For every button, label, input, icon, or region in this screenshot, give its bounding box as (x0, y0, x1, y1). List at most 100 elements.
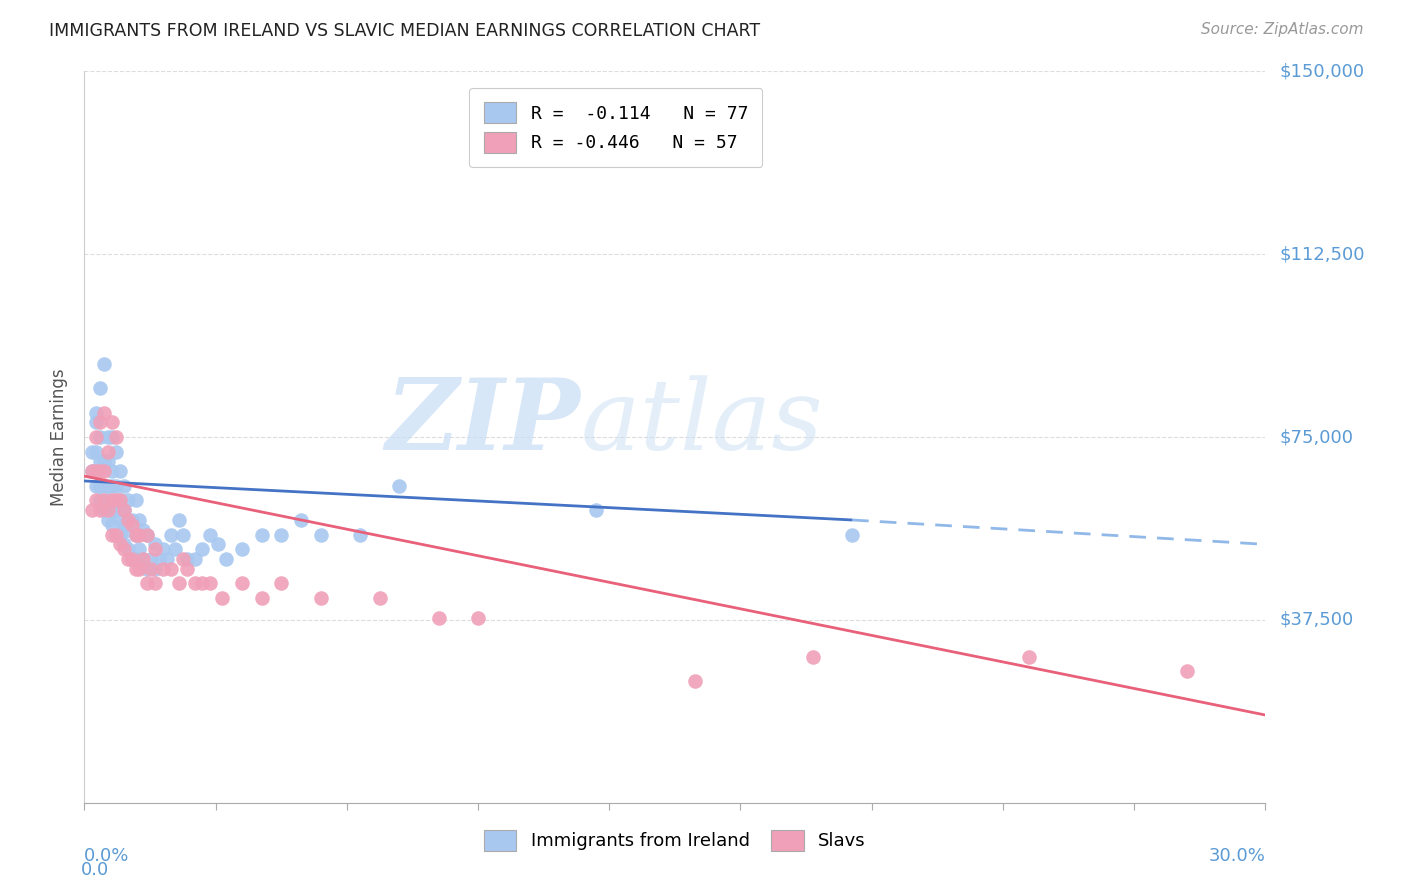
Point (89, 464, 111, 478)
Point (136, 527, 159, 541)
Point (309, 527, 332, 541)
Point (84, 479, 107, 493)
Point (124, 562, 146, 576)
Point (89, 416, 111, 430)
Point (108, 493, 131, 508)
Point (97, 513, 120, 527)
Point (112, 542, 135, 557)
Point (309, 591, 332, 605)
Point (101, 493, 124, 508)
Point (152, 562, 174, 576)
Point (89, 381, 111, 395)
Point (270, 527, 292, 541)
Point (250, 591, 273, 605)
Point (93, 454, 115, 468)
Point (101, 479, 124, 493)
Point (427, 610, 450, 624)
Point (89, 503, 111, 517)
Point (112, 479, 135, 493)
Point (108, 513, 131, 527)
Text: atlas: atlas (581, 375, 823, 470)
Point (211, 591, 233, 605)
Point (89, 454, 111, 468)
Text: $37,500: $37,500 (1279, 611, 1354, 629)
Point (97, 479, 120, 493)
Point (101, 517, 124, 532)
Point (117, 523, 139, 537)
Point (156, 552, 179, 566)
Point (104, 479, 127, 493)
Point (128, 562, 150, 576)
Point (141, 552, 163, 566)
Point (683, 673, 706, 688)
Point (104, 430, 127, 444)
Point (84, 493, 107, 508)
Point (89, 430, 111, 444)
Point (121, 552, 143, 566)
Legend: Immigrants from Ireland, Slavs: Immigrants from Ireland, Slavs (475, 821, 875, 860)
Point (117, 513, 139, 527)
Point (112, 517, 135, 532)
Point (231, 576, 253, 591)
Point (97, 430, 120, 444)
Point (136, 527, 159, 541)
Point (270, 576, 292, 591)
Point (176, 562, 198, 576)
Point (143, 542, 166, 557)
Point (172, 527, 194, 541)
Point (467, 610, 489, 624)
Point (97, 444, 120, 458)
Text: 0.0%: 0.0% (84, 847, 129, 864)
Point (121, 513, 143, 527)
Point (108, 464, 131, 478)
Point (82, 464, 104, 478)
Point (117, 493, 139, 508)
Point (207, 537, 229, 551)
Point (183, 576, 205, 591)
Point (172, 552, 194, 566)
Point (841, 527, 863, 541)
Point (93, 479, 115, 493)
Point (801, 649, 824, 664)
Point (143, 576, 166, 591)
Point (124, 552, 146, 566)
Point (82, 464, 104, 478)
Point (191, 576, 214, 591)
Point (101, 416, 124, 430)
Point (82, 503, 104, 517)
Point (163, 542, 186, 557)
Point (191, 542, 214, 557)
Point (167, 576, 190, 591)
Point (101, 503, 124, 517)
Point (104, 444, 127, 458)
Point (368, 591, 391, 605)
Text: 30.0%: 30.0% (1209, 847, 1265, 864)
Point (1018, 649, 1040, 664)
Point (124, 527, 146, 541)
Point (160, 527, 183, 541)
Point (97, 493, 120, 508)
Point (104, 527, 127, 541)
Point (101, 527, 124, 541)
Point (104, 503, 127, 517)
Point (124, 527, 146, 541)
Point (112, 503, 135, 517)
Point (89, 493, 111, 508)
Text: $112,500: $112,500 (1279, 245, 1365, 263)
Point (128, 527, 150, 541)
Point (112, 503, 135, 517)
Point (97, 503, 120, 517)
Point (84, 464, 107, 478)
Point (388, 479, 411, 493)
Point (215, 552, 238, 566)
Point (84, 416, 107, 430)
Point (117, 552, 139, 566)
Point (128, 542, 150, 557)
Point (121, 552, 143, 566)
Point (143, 537, 166, 551)
Point (93, 493, 115, 508)
Point (141, 562, 163, 576)
Text: ZIP: ZIP (385, 375, 581, 471)
Point (93, 464, 115, 478)
Text: Source: ZipAtlas.com: Source: ZipAtlas.com (1201, 22, 1364, 37)
